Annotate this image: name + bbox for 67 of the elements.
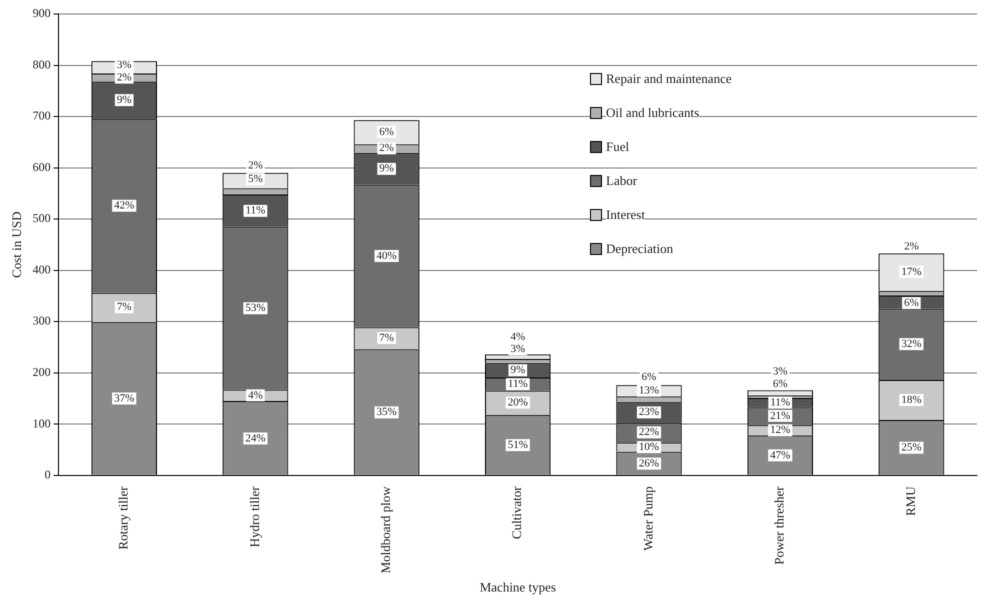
annotation: 11% xyxy=(770,396,790,408)
y-tick-label: 600 xyxy=(32,160,51,174)
x-axis-title: Machine types xyxy=(480,580,556,595)
legend-label: Depreciation xyxy=(606,241,674,257)
legend-label: Interest xyxy=(606,207,645,223)
annotation: 6% xyxy=(642,370,656,383)
annotation: 2% xyxy=(116,71,132,84)
legend-label: Repair and maintenance xyxy=(606,71,732,87)
annotation: 32% xyxy=(901,338,922,350)
annotation: 3% xyxy=(510,343,526,356)
x-tick-label: Hydro tiller xyxy=(246,486,262,548)
annotation: 9% xyxy=(510,364,526,376)
annotation: 47% xyxy=(770,449,790,462)
annotation: 25% xyxy=(901,442,922,454)
annotation: 53% xyxy=(245,302,266,314)
y-tick-label: 900 xyxy=(32,6,51,20)
annotation: 11% xyxy=(508,378,528,390)
x-tick-label: Cultivator xyxy=(509,486,524,540)
y-tick-label: 300 xyxy=(32,314,51,328)
annotation: 12% xyxy=(770,424,790,436)
annotation: 6% xyxy=(772,378,788,390)
annotation: 23% xyxy=(638,406,660,418)
annotation: 4% xyxy=(510,330,526,343)
annotation: 2% xyxy=(904,240,919,253)
annotation: 51% xyxy=(508,439,528,452)
x-tick-label: RMU xyxy=(902,486,918,516)
annotation: 18% xyxy=(901,394,922,406)
x-tick-label: Moldboard plow xyxy=(378,486,394,574)
annotation: 13% xyxy=(638,384,660,397)
annotation: 6% xyxy=(379,126,394,138)
annotation: 9% xyxy=(116,94,132,106)
legend-label: Oil and lubricants xyxy=(606,105,700,121)
annotation: 35% xyxy=(376,406,397,418)
annotation: 3% xyxy=(772,366,788,378)
annotation: 24% xyxy=(245,432,266,444)
annotation: 4% xyxy=(248,389,263,402)
annotation: 5% xyxy=(248,172,263,185)
y-tick-label: 200 xyxy=(32,365,51,380)
annotation: 7% xyxy=(379,332,394,344)
annotation: 20% xyxy=(508,396,528,408)
annotation: 17% xyxy=(901,266,922,278)
annotation: 2% xyxy=(379,142,394,154)
x-tick-label: Power thresher xyxy=(772,486,787,565)
y-axis-title: Cost in USD xyxy=(9,211,24,278)
y-tick-label: 0 xyxy=(44,468,51,482)
annotation: 37% xyxy=(114,392,134,404)
annotation: 6% xyxy=(904,297,919,310)
annotation: 40% xyxy=(376,250,397,262)
annotation: 26% xyxy=(638,457,660,470)
annotation: 42% xyxy=(114,200,134,212)
annotation: 7% xyxy=(116,301,132,314)
annotation: 22% xyxy=(638,426,660,438)
annotation: 2% xyxy=(248,160,263,172)
annotation: 9% xyxy=(379,162,394,175)
legend-label: Labor xyxy=(606,173,638,189)
y-tick-label: 700 xyxy=(32,108,51,123)
y-tick-label: 800 xyxy=(32,57,51,72)
x-tick-label: Water Pump xyxy=(640,486,656,551)
annotation: 11% xyxy=(246,204,266,217)
x-tick-label: Rotary tiller xyxy=(116,486,131,550)
annotation: 3% xyxy=(116,59,132,72)
annotation: 21% xyxy=(770,410,790,422)
y-tick-label: 100 xyxy=(32,416,51,430)
y-tick-label: 400 xyxy=(32,262,51,276)
legend-label: Fuel xyxy=(606,139,630,155)
y-tick-label: 500 xyxy=(32,211,51,226)
annotation: 10% xyxy=(638,441,660,454)
